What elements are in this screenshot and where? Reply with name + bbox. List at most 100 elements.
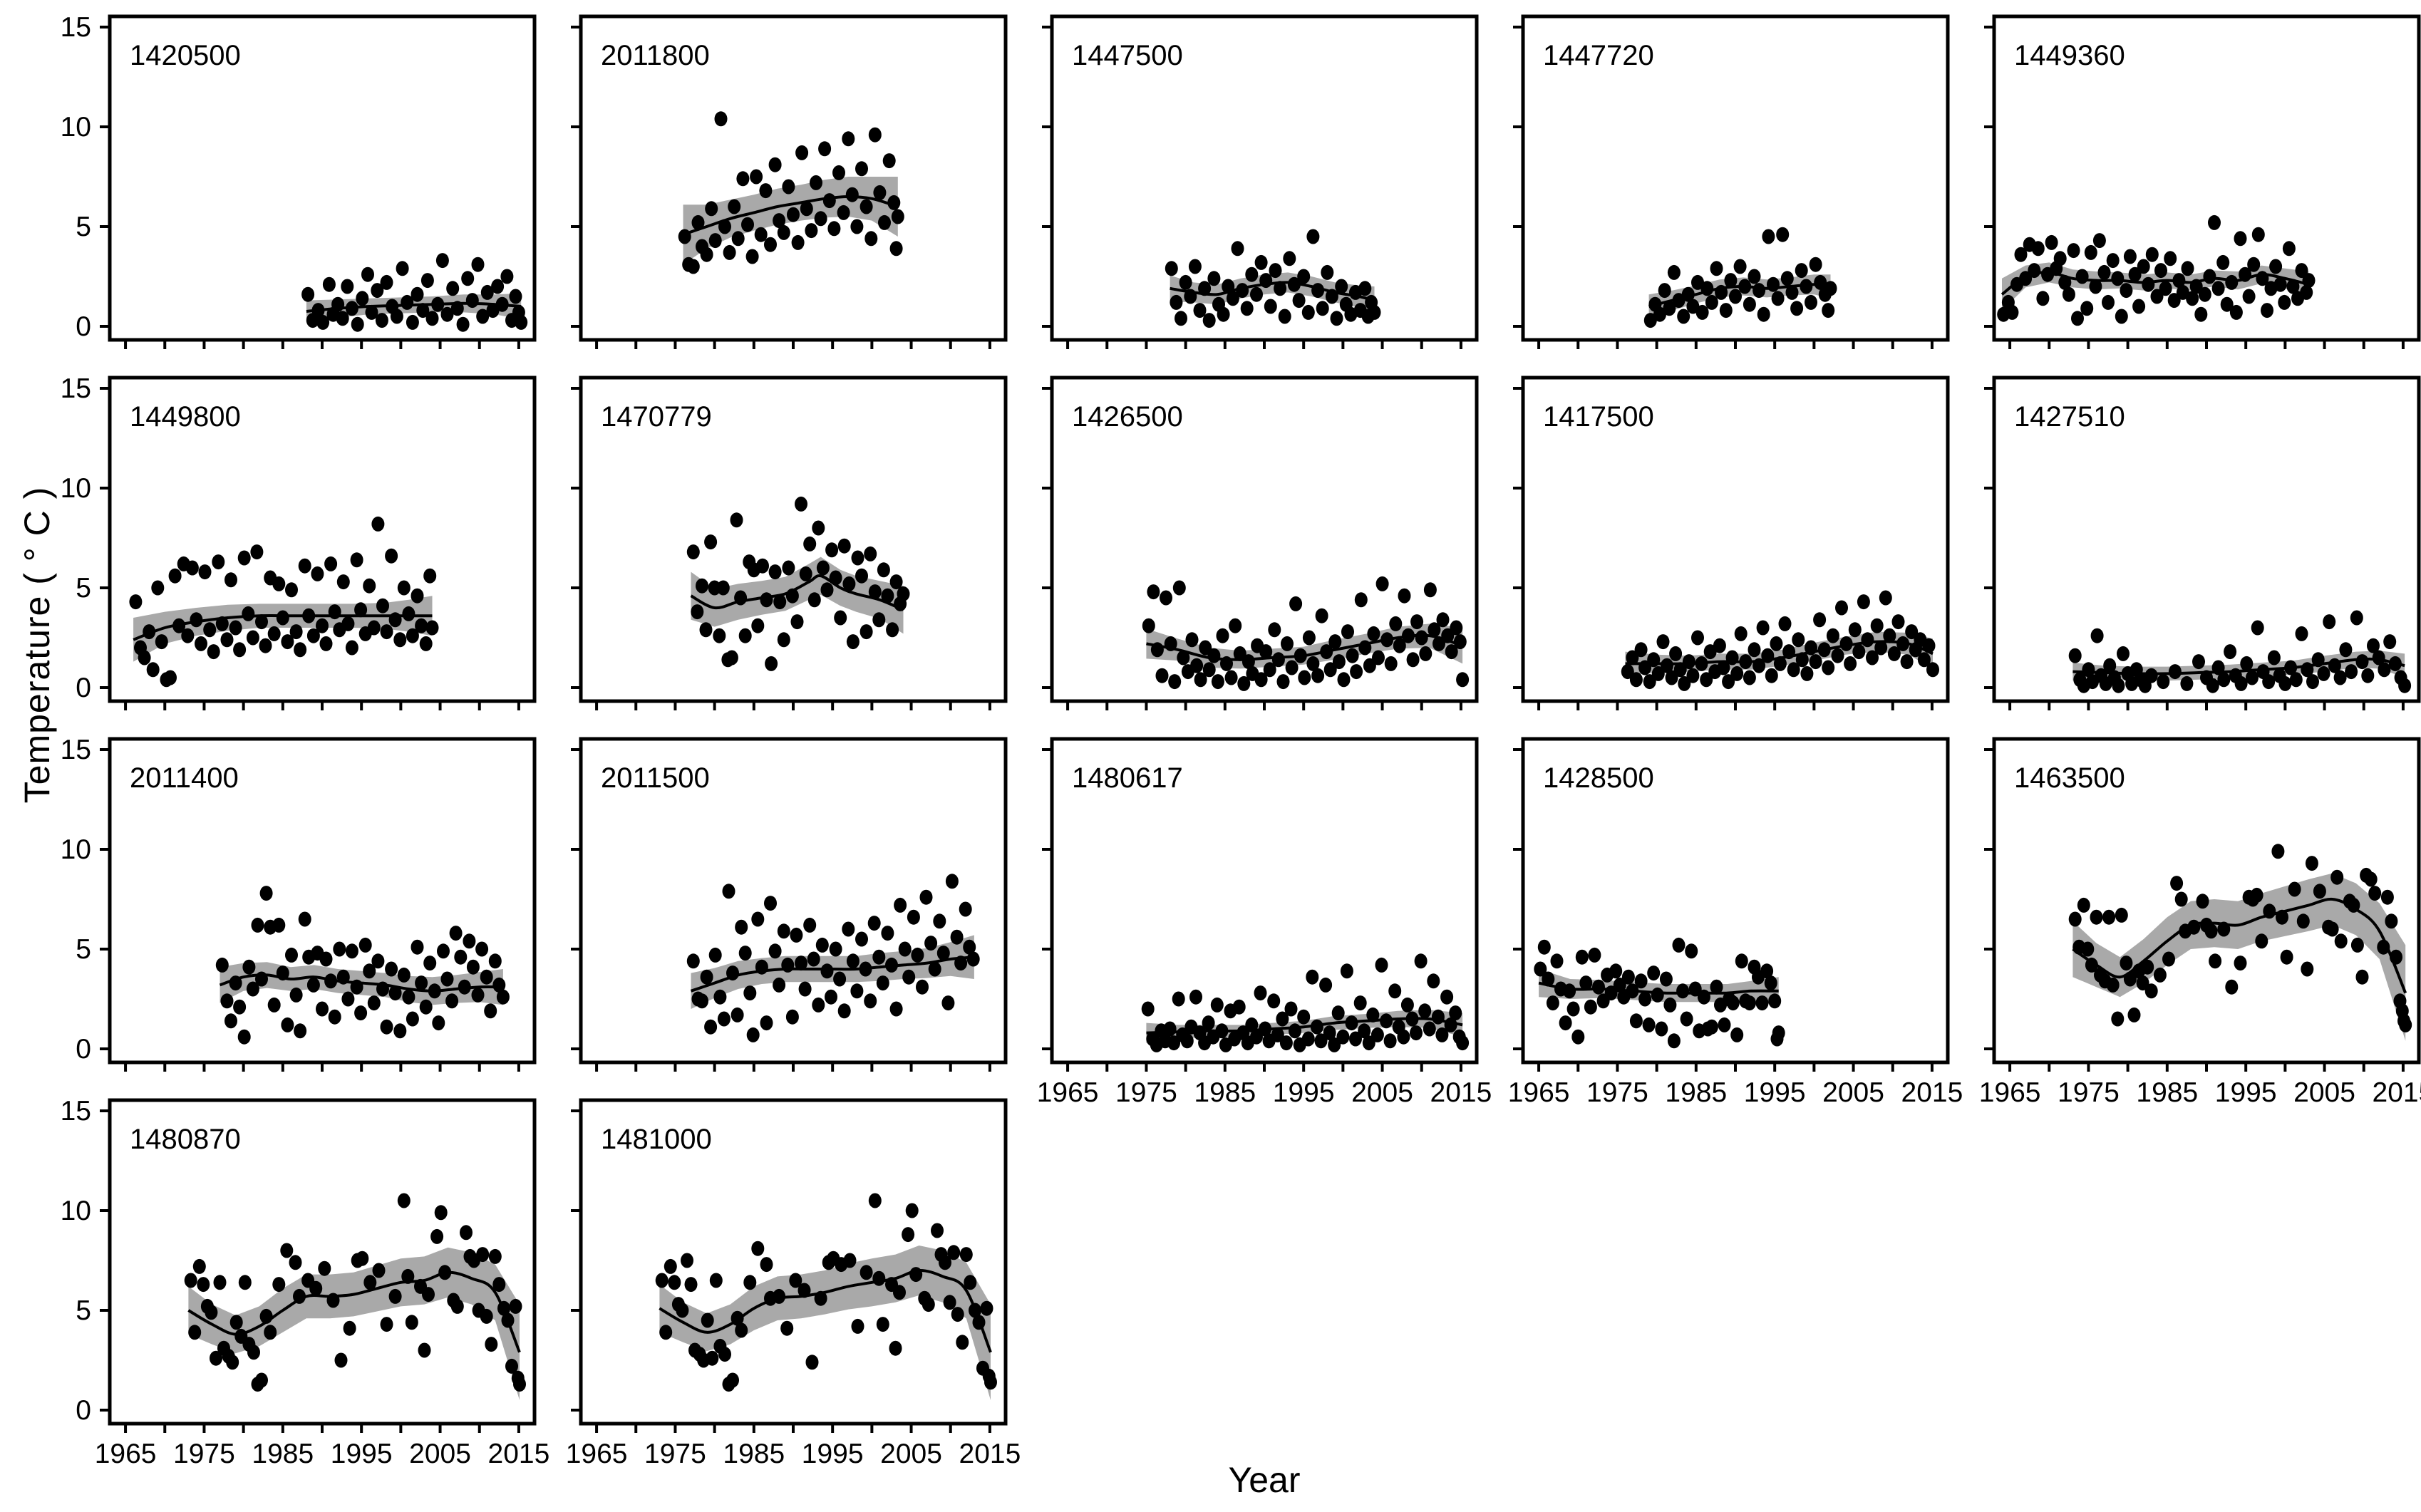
data-point	[1822, 303, 1835, 319]
data-point	[423, 956, 437, 971]
data-point	[1651, 987, 1664, 1003]
panel-1449800: 0 5 10 15 1449800	[61, 373, 537, 710]
data-point	[2234, 231, 2247, 247]
data-point	[2385, 913, 2398, 929]
data-point	[860, 1265, 873, 1280]
data-point	[336, 969, 350, 985]
data-point	[1320, 644, 1333, 660]
data-point	[2145, 247, 2159, 262]
data-point	[1237, 675, 1251, 691]
data-point	[1198, 281, 1212, 296]
data-point	[1345, 1015, 1358, 1031]
data-point	[773, 1288, 786, 1304]
data-point	[2174, 891, 2188, 907]
data-point	[411, 588, 424, 604]
data-point	[860, 624, 873, 640]
data-point	[255, 971, 268, 987]
data-point	[773, 213, 786, 229]
data-point	[1757, 306, 1770, 322]
data-point	[385, 961, 398, 977]
data-point	[842, 576, 856, 591]
data-point	[298, 911, 311, 927]
data-point	[1358, 640, 1372, 656]
data-point	[2367, 638, 2380, 653]
data-point	[1879, 590, 1892, 606]
data-point	[1729, 289, 1742, 304]
data-point	[1891, 614, 1905, 630]
y-axis-ticks	[1513, 26, 1523, 328]
data-point	[168, 568, 182, 584]
data-point	[1672, 937, 1686, 953]
data-point	[1896, 636, 1910, 651]
data-point	[745, 249, 759, 264]
data-point	[1453, 634, 1467, 650]
data-point	[416, 303, 430, 319]
data-point	[513, 1377, 526, 1392]
data-point	[1638, 660, 1652, 675]
data-point	[264, 1325, 277, 1340]
data-point	[2203, 269, 2216, 284]
data-point	[491, 279, 505, 294]
data-point	[2306, 674, 2319, 690]
data-point	[2278, 675, 2292, 691]
data-point	[1778, 616, 1792, 631]
data-point	[894, 897, 907, 913]
data-point	[1328, 1037, 1341, 1052]
data-point	[316, 314, 330, 330]
data-point	[1653, 306, 1666, 322]
data-point	[668, 1275, 681, 1290]
data-point	[2234, 956, 2247, 971]
data-point	[1824, 281, 1837, 296]
data-point	[449, 926, 463, 941]
data-point	[1764, 975, 1777, 991]
data-point	[437, 943, 450, 959]
data-point	[419, 636, 433, 651]
data-point	[956, 1335, 969, 1350]
data-point	[876, 1317, 889, 1332]
data-point	[1346, 648, 1359, 663]
data-point	[1722, 674, 1735, 690]
data-point	[1419, 646, 1433, 661]
panel-station-label: 2011800	[601, 40, 710, 71]
data-point	[471, 257, 485, 272]
data-point	[1217, 306, 1230, 322]
data-point	[259, 638, 272, 653]
data-point	[238, 1275, 252, 1290]
data-point	[1658, 283, 1671, 299]
data-point	[2378, 662, 2391, 678]
data-point	[898, 941, 912, 957]
data-point	[2399, 1017, 2412, 1032]
data-point	[713, 989, 727, 1005]
data-point	[1776, 227, 1790, 242]
data-point	[2286, 279, 2300, 294]
data-point	[390, 309, 403, 324]
data-point	[1240, 301, 1254, 316]
data-point	[1887, 646, 1901, 661]
data-point	[293, 1288, 306, 1304]
data-point	[1164, 636, 1177, 651]
data-point	[1245, 1017, 1259, 1032]
data-point	[1294, 648, 1307, 663]
data-point	[868, 584, 882, 600]
data-point	[450, 1298, 464, 1314]
data-point	[2239, 266, 2252, 282]
data-point	[316, 1001, 329, 1017]
data-point	[376, 598, 389, 613]
data-point	[358, 937, 372, 953]
data-point	[1229, 618, 1242, 633]
panel-station-label: 1447720	[1543, 40, 1654, 71]
data-point	[1817, 642, 1831, 658]
data-point	[1592, 979, 1605, 995]
data-point	[2141, 959, 2154, 975]
panel-station-label: 1449360	[2014, 40, 2125, 71]
x-axis-ticks	[1537, 340, 1934, 349]
data-point	[1254, 985, 1267, 1001]
data-point	[1150, 642, 1164, 658]
confidence-band	[1170, 272, 1375, 315]
data-point	[1767, 276, 1780, 292]
data-point	[1681, 286, 1695, 302]
data-point	[2380, 889, 2394, 905]
x-axis-ticks	[2008, 340, 2405, 349]
x-axis-ticks	[595, 701, 991, 710]
x-axis-ticks	[595, 1062, 991, 1072]
